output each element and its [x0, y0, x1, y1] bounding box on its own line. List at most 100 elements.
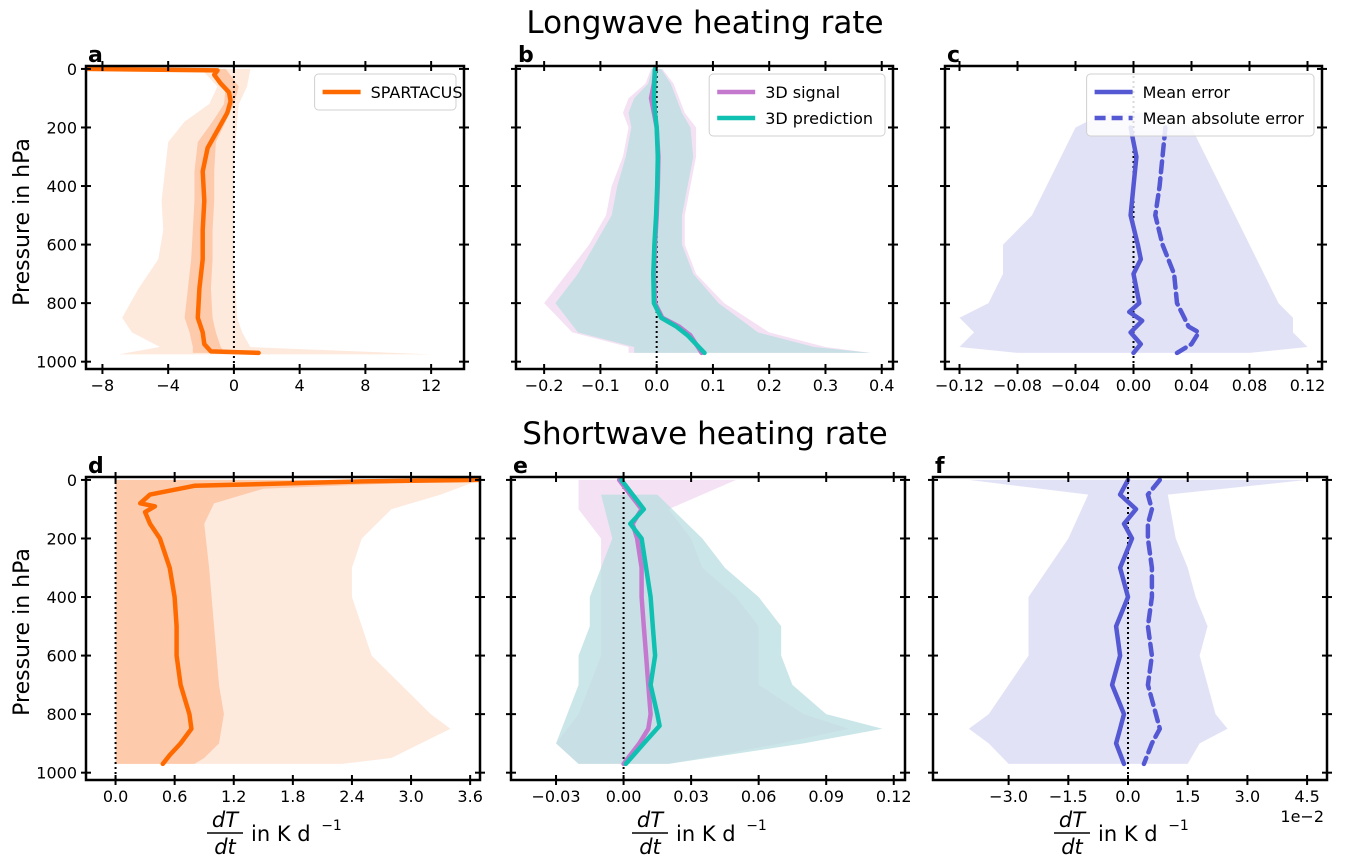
x-tick-label: 0.3 [813, 376, 838, 395]
legend: SPARTACUS [314, 73, 463, 111]
y-tick-label: 0 [67, 471, 77, 490]
x-tick-label: −4 [156, 376, 180, 395]
shaded-band [555, 68, 871, 353]
x-tick-label: −0.08 [993, 376, 1042, 395]
panel-b: −0.2 −0.1 0.0 0.1 0.2 0.3 0.4 b 3D signal 3D pred… [511, 43, 898, 395]
xlabel-denominator: dt [214, 835, 236, 857]
x-tick-label: 8 [360, 376, 370, 395]
x-tick-label: 0.00 [1116, 376, 1152, 395]
y-tick-label: 600 [46, 236, 77, 255]
x-tick-label: 0 [229, 376, 239, 395]
x-tick-label: 0.12 [1290, 376, 1326, 395]
xlabel-denominator: dt [639, 835, 661, 857]
legend-label: 3D signal [765, 83, 840, 102]
x-tick-label: 0.09 [808, 787, 844, 806]
x-tick-label: 0.6 [162, 787, 187, 806]
x-tick-label: 0.04 [1174, 376, 1210, 395]
y-tick-label: 200 [46, 118, 77, 137]
xlabel-exponent: −1 [321, 818, 342, 834]
ylabel-bottom: Pressure in hPa [10, 548, 35, 716]
xlabel-text: in K d [251, 822, 311, 846]
legend-box [708, 73, 886, 137]
x-tick-label: 4.5 [1294, 787, 1319, 806]
plot-frame [84, 64, 466, 371]
y-tick-label: 400 [46, 588, 77, 607]
panel-d: 0 200 400 600 800 1000 0.0 0.6 1.2 1.8 2.4 3.0 3.6 d d… [36, 454, 485, 857]
y-tick-label: 1000 [36, 353, 77, 372]
title-longwave: Longwave heating rate [526, 5, 883, 41]
y-tick-label: 0 [67, 60, 77, 79]
x-tick-label: 0.0 [103, 787, 128, 806]
x-tick-label: 1.8 [280, 787, 305, 806]
x-tick-label: 0.0 [1115, 787, 1140, 806]
x-tick-label: 12 [421, 376, 441, 395]
xlabel-exponent: −1 [746, 818, 767, 834]
panel-letter: c [947, 43, 960, 68]
panel-letter: e [513, 454, 528, 479]
x-tick-label: −0.04 [1051, 376, 1100, 395]
x-axis-label: dT dt in K d −1 [207, 808, 342, 857]
legend-label: Mean absolute error [1143, 109, 1305, 128]
x-tick-label: 2.4 [339, 787, 364, 806]
panel-f: −3.0 −1.5 0.0 1.5 3.0 4.51e−2 f dT dt in K d −1 [928, 454, 1332, 857]
x-tick-label: 3.6 [457, 787, 482, 806]
shaded-band [115, 479, 480, 764]
y-tick-label: 600 [46, 647, 77, 666]
series-line [86, 66, 261, 356]
legend-label: Mean error [1143, 83, 1231, 102]
x-tick-label: 0.00 [606, 787, 642, 806]
x-tick-label: 0.08 [1232, 376, 1268, 395]
shaded-band [556, 494, 883, 764]
xlabel-text: in K d [1098, 822, 1158, 846]
plot-frame [931, 475, 1329, 782]
xlabel-exponent: −1 [1168, 818, 1189, 834]
x-tick-label: 0.2 [756, 376, 781, 395]
legend-label: 3D prediction [765, 109, 873, 128]
series-line [651, 66, 707, 356]
plot-frame [509, 475, 907, 782]
panel-letter: d [88, 454, 104, 479]
x-offset-text: 1e−2 [1280, 807, 1324, 826]
shaded-band [118, 68, 432, 355]
series-line [137, 477, 480, 767]
x-axis-label: dT dt in K d −1 [632, 808, 767, 857]
x-tick-label: −0.2 [525, 376, 564, 395]
x-tick-label: 3.0 [1235, 787, 1260, 806]
x-tick-label: −8 [91, 376, 115, 395]
x-tick-label: −1.5 [1049, 787, 1088, 806]
x-tick-label: 1.2 [221, 787, 246, 806]
series-line [1141, 477, 1163, 767]
series-line [1109, 477, 1139, 767]
series-line [619, 477, 662, 767]
xlabel-text: in K d [676, 822, 736, 846]
plot-area [544, 66, 871, 369]
x-tick-label: 0.1 [700, 376, 725, 395]
legend: 3D signal 3D prediction [708, 73, 886, 137]
panel-letter: b [518, 43, 534, 68]
xlabel-numerator: dT [1059, 808, 1087, 832]
x-tick-label: −0.03 [532, 787, 581, 806]
y-tick-label: 800 [46, 294, 77, 313]
y-tick-label: 800 [46, 705, 77, 724]
title-shortwave: Shortwave heating rate [522, 416, 887, 452]
legend-label: SPARTACUS [371, 83, 463, 102]
x-tick-label: 4 [295, 376, 305, 395]
xlabel-numerator: dT [637, 808, 665, 832]
y-tick-label: 200 [46, 529, 77, 548]
x-tick-label: −0.12 [935, 376, 984, 395]
plot-area [556, 477, 883, 780]
y-tick-label: 1000 [36, 764, 77, 783]
x-tick-label: 0.4 [869, 376, 894, 395]
panel-letter: a [88, 43, 103, 68]
xlabel-denominator: dt [1061, 835, 1083, 857]
x-tick-label: 0.12 [876, 787, 912, 806]
plot-area [114, 477, 480, 780]
x-tick-label: 0.06 [741, 787, 777, 806]
legend-box [1086, 73, 1315, 137]
x-tick-label: 1.5 [1175, 787, 1200, 806]
series-line [1126, 125, 1145, 356]
x-axis-label: dT dt in K d −1 [1054, 808, 1189, 857]
panel-c: −0.12 −0.08 −0.04 0.00 0.04 0.08 0.12 c Mean err… [935, 43, 1327, 395]
legend: Mean error Mean absolute error [1086, 73, 1315, 137]
